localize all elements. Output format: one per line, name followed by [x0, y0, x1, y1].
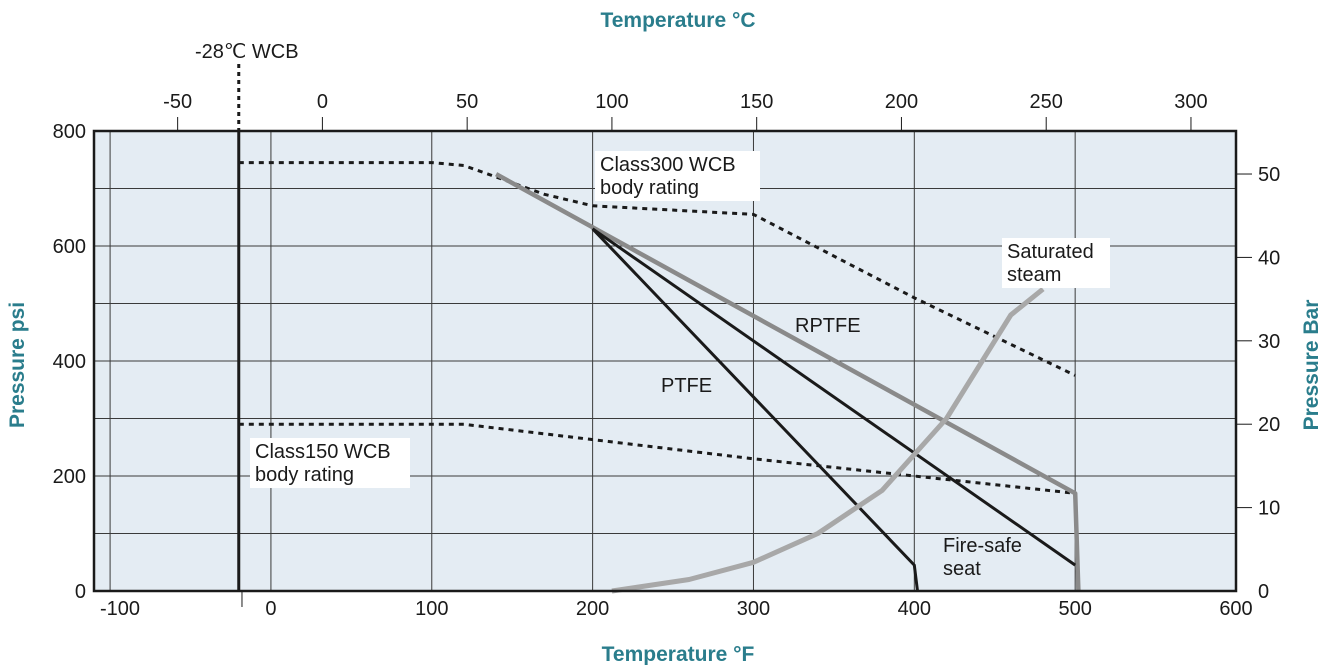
annotation-background: [1002, 238, 1110, 288]
x-tick-label: 100: [415, 598, 448, 620]
annotation-class150-line: Class150 WCB: [255, 441, 391, 463]
annotation-background: [595, 151, 760, 201]
y-axis-title: Pressure psi: [6, 302, 29, 428]
annotation-firesafe-line: seat: [943, 558, 981, 580]
y2-tick-label: 30: [1258, 331, 1280, 353]
annotation-class300-line: Class300 WCB: [600, 154, 736, 176]
series-saturated-steam: [611, 287, 1045, 594]
y2-tick-label: 0: [1258, 581, 1269, 603]
x2-tick-label: -50: [163, 91, 192, 113]
series-rptfe: [495, 172, 1081, 592]
annotation-ptfe-line: PTFE: [661, 375, 712, 397]
y-tick-label: 400: [53, 351, 86, 373]
y2-axis-title: Pressure Bar: [1300, 300, 1323, 431]
x2-tick-label: 300: [1174, 91, 1207, 113]
annotation-saturated-line: steam: [1007, 264, 1061, 286]
annotation-class150-line: body rating: [255, 464, 354, 486]
series-fire-safe-seat: [591, 227, 1077, 567]
y-tick-label: 800: [53, 121, 86, 143]
x2-tick-label: 250: [1030, 91, 1063, 113]
y-tick-label: 600: [53, 236, 86, 258]
annotation-saturated-line: Saturated: [1007, 241, 1094, 263]
x-tick-label: 0: [265, 598, 276, 620]
x2-tick-label: 150: [740, 91, 773, 113]
wcb-limit-label: -28℃ WCB: [195, 41, 299, 63]
y2-tick-label: 40: [1258, 247, 1280, 269]
x-tick-label: 200: [576, 598, 609, 620]
series-class300-wcb-body-rating: [238, 161, 1076, 377]
x2-tick-label: 0: [317, 91, 328, 113]
y-tick-label: 200: [53, 466, 86, 488]
plot-frame: [92, 129, 1238, 593]
annotation-rptfe-line: RPTFE: [795, 315, 861, 337]
y2-tick-label: 50: [1258, 164, 1280, 186]
annotation-class300-line: body rating: [600, 177, 699, 199]
x-axis-title: Temperature °F: [602, 643, 755, 665]
y2-tick-label: 20: [1258, 414, 1280, 436]
annotation-background: [250, 438, 410, 488]
x-tick-label: -100: [100, 598, 140, 620]
x2-tick-label: 100: [595, 91, 628, 113]
y-tick-label: 0: [75, 581, 86, 603]
x-tick-label: 600: [1219, 598, 1252, 620]
x2-tick-label: 200: [885, 91, 918, 113]
annotation-firesafe-line: Fire-safe: [943, 535, 1022, 557]
tick-labels: -100 0 100 200 300 400 500 600-50 0 50 100 150 200 25…: [53, 91, 1281, 620]
series-ptfe: [591, 227, 919, 592]
y2-tick-label: 10: [1258, 498, 1280, 520]
series-layer: [237, 64, 1081, 594]
x2-tick-label: 50: [456, 91, 478, 113]
x-tick-label: 400: [898, 598, 931, 620]
x-tick-label: 300: [737, 598, 770, 620]
x2-axis-title: Temperature °C: [600, 9, 755, 32]
x-tick-label: 500: [1058, 598, 1091, 620]
